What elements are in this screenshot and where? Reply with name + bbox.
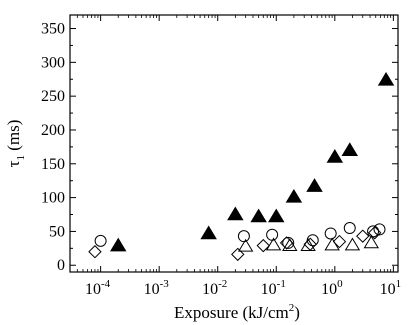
x-tick-label: 10-2 (202, 278, 227, 298)
filled-triangle-marker (306, 178, 323, 192)
x-tick-label: 10-1 (261, 278, 286, 298)
open-diamond-marker (356, 229, 370, 243)
filled-triangle-marker (250, 208, 267, 223)
x-tick-label: 101 (380, 278, 402, 298)
y-axis-ticks: 0 50 100 150 200 250 300 350 (41, 21, 398, 274)
open-circle-marker (373, 223, 386, 236)
open-diamond-marker (367, 226, 382, 240)
open-triangle-marker (363, 235, 380, 249)
open-triangle-marker (282, 238, 298, 251)
open-triangle-marker (324, 237, 340, 251)
open-diamond-marker (88, 245, 102, 259)
open-circle-marker (94, 234, 107, 247)
y-tick-label: 0 (57, 257, 65, 274)
axes (69, 14, 399, 273)
filled-triangle-marker (227, 206, 244, 221)
plot-frame (69, 14, 399, 273)
x-tick-label: 10-4 (85, 278, 111, 298)
y-tick-label: 300 (41, 54, 65, 71)
y-tick-label: 200 (41, 122, 65, 139)
open-circle-marker (237, 230, 250, 243)
x-axis-title: Exposure (kJ/cm2) (174, 302, 300, 322)
y-tick-label: 150 (41, 156, 65, 173)
open-circle-marker (282, 236, 295, 249)
open-circle-marker (367, 225, 380, 238)
open-diamond-marker (279, 236, 294, 250)
y-tick-label: 350 (41, 21, 65, 38)
y-tick-label: 250 (41, 88, 65, 105)
x-tick-label: 100 (321, 278, 343, 298)
open-triangle-marker (265, 237, 282, 251)
filled-triangle-marker (341, 142, 358, 157)
open-diamond-marker (303, 237, 317, 251)
filled-triangle-marker (268, 208, 285, 223)
filled-triangle-marker (377, 71, 395, 86)
open-circle-marker (266, 228, 279, 241)
filled-triangle-marker (285, 188, 303, 203)
y-tick-label: 50 (49, 223, 65, 240)
open-diamond-marker (332, 234, 347, 249)
filled-triangle-marker (110, 237, 127, 252)
open-triangle-marker (237, 238, 254, 252)
open-diamond-marker (231, 247, 245, 262)
open-diamond-marker (256, 238, 270, 253)
open-circle-marker (324, 227, 337, 240)
filled-triangle-marker (326, 149, 344, 163)
filled-triangle-marker (200, 225, 217, 240)
y-axis-title: τ1 (ms) (4, 120, 27, 168)
data-markers (88, 71, 395, 262)
x-axis-ticks: 10-4 10-3 10-2 10-1 100 101 (76, 15, 402, 298)
open-circle-marker (343, 222, 356, 235)
x-tick-label: 10-3 (144, 278, 170, 298)
y-tick-label: 100 (41, 190, 65, 207)
open-triangle-marker (344, 237, 361, 251)
